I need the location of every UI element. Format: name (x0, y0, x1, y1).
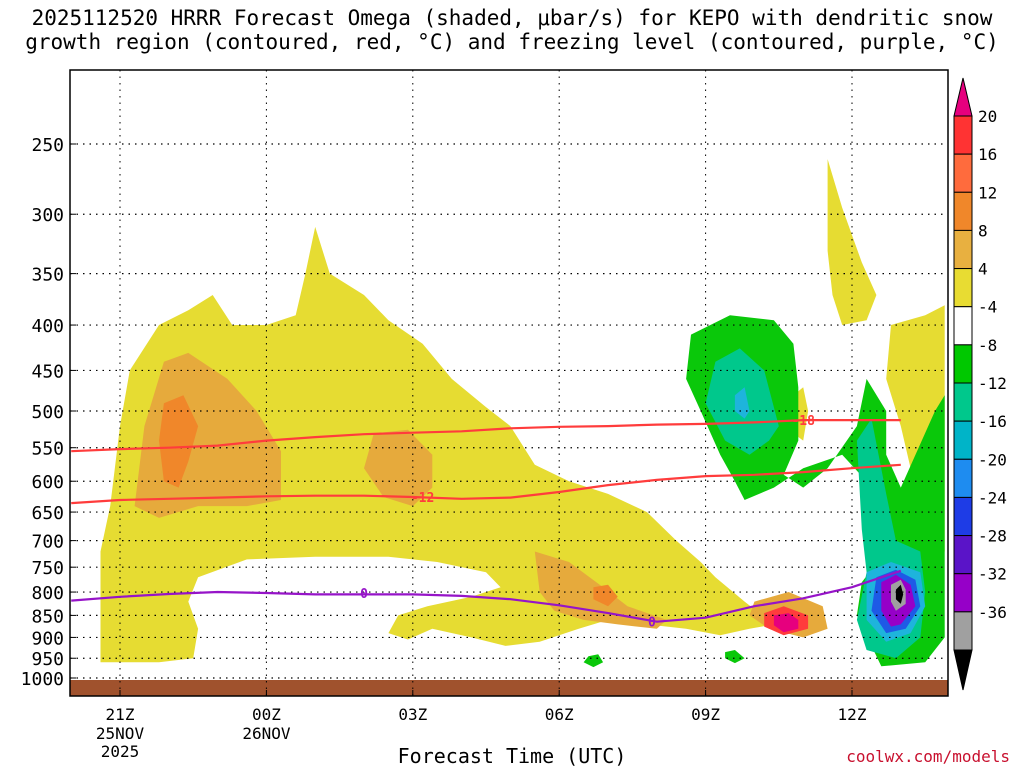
y-tick-label-450: 450 (31, 361, 64, 382)
colorbar-swatch-3 (953, 191, 973, 231)
colorbar-label-6: -8 (978, 336, 997, 355)
y-tick-label-300: 300 (31, 205, 64, 226)
colorbar-swatch-7 (953, 344, 973, 384)
colorbar: 20 16 12 8 4 -4 -8 -12 -16 -20 -24 -28 -32 -36 (953, 77, 1007, 691)
colorbar-swatch-10 (953, 458, 973, 498)
credit-link[interactable]: coolwx.com/models (846, 747, 1010, 766)
omega-region-12-16-left (159, 395, 199, 488)
colorbar-label-2: 12 (978, 183, 997, 202)
y-tick-label-350: 350 (31, 265, 64, 286)
colorbar-swatch-12 (953, 535, 973, 575)
omega-region-neg-dot-1 (583, 654, 604, 668)
colorbar-label-12: -32 (978, 565, 1007, 584)
x-tick-label-00Z: 00Z (252, 705, 281, 724)
y-tick-label-250: 250 (31, 135, 64, 156)
omega-region-upper-right (827, 159, 877, 325)
y-tick-label-800: 800 (31, 583, 64, 604)
chart-title-line2: growth region (contoured, red, °C) and f… (25, 30, 999, 54)
contour-line-0 (71, 419, 901, 453)
y-tick-label-500: 500 (31, 402, 64, 423)
contour-label-2-0: 0 (360, 587, 368, 602)
colorbar-label-5: -4 (978, 298, 997, 317)
colorbar-swatch-1 (953, 115, 973, 155)
y-tick-label-700: 700 (31, 532, 64, 553)
colorbar-swatch-9 (953, 420, 973, 460)
colorbar-swatch-8 (953, 382, 973, 422)
x-tick-year-21Z: 2025 (101, 742, 140, 761)
colorbar-swatch-14 (953, 611, 973, 651)
omega-region-neg-12-16 (734, 387, 750, 419)
contour-label-1-0: -12 (411, 491, 434, 506)
contour-lines: -18 -12 0 0 (71, 414, 902, 631)
colorbar-label-13: -36 (978, 603, 1007, 622)
y-tick-label-900: 900 (31, 628, 64, 649)
colorbar-label-7: -12 (978, 374, 1007, 393)
y-tick-label-650: 650 (31, 503, 64, 524)
omega-region-4-8-main (100, 226, 774, 663)
colorbar-label-8: -16 (978, 412, 1007, 431)
colorbar-label-3: 8 (978, 221, 988, 240)
omega-region-neg-36 (895, 584, 904, 604)
contour-line-2 (71, 569, 902, 623)
colorbar-swatch-2 (953, 153, 973, 193)
x-tick-sublabel-00Z: 26NOV (242, 724, 291, 743)
y-tick-label-750: 750 (31, 558, 64, 579)
y-tick-label-550: 550 (31, 439, 64, 460)
colorbar-label-1: 16 (978, 145, 997, 164)
colorbar-swatch-4 (953, 229, 973, 270)
y-tick-label-1000: 1000 (21, 669, 64, 690)
colorbar-label-9: -20 (978, 450, 1007, 469)
colorbar-label-10: -24 (978, 488, 1007, 507)
x-axis-title: Forecast Time (UTC) (397, 744, 627, 768)
x-tick-label-09Z: 09Z (691, 705, 720, 724)
y-tick-label-600: 600 (31, 472, 64, 493)
x-tick-label-03Z: 03Z (398, 705, 427, 724)
x-tick-label-06Z: 06Z (545, 705, 574, 724)
grid-lines (70, 70, 948, 696)
x-tick-label-21Z: 21Z (106, 705, 135, 724)
omega-region-12-16-mid (593, 584, 618, 607)
y-tick-label-950: 950 (31, 649, 64, 670)
x-tick-label-12Z: 12Z (838, 705, 867, 724)
y-tick-label-400: 400 (31, 316, 64, 337)
plot-frame (69, 69, 949, 697)
contour-label-0-0: -18 (791, 414, 815, 429)
omega-region-8-12-mid (364, 429, 433, 507)
contour-line-1 (71, 463, 901, 505)
colorbar-swatch-11 (953, 496, 973, 537)
colorbar-swatch-6 (953, 306, 973, 346)
colorbar-label-4: 4 (978, 260, 988, 279)
omega-region-neg-dot-2 (725, 650, 745, 664)
contour-label-2-1: 0 (648, 616, 656, 631)
colorbar-top-arrow (953, 77, 973, 117)
chart-title: 2025112520 HRRR Forecast Omega (shaded, … (0, 6, 1024, 54)
chart-title-line1: 2025112520 HRRR Forecast Omega (shaded, … (31, 6, 993, 30)
colorbar-swatch-5 (953, 268, 973, 308)
y-tick-label-850: 850 (31, 606, 64, 627)
colorbar-swatch-13 (953, 573, 973, 613)
ground-strip (70, 680, 948, 696)
colorbar-bottom-arrow (953, 649, 973, 691)
colorbar-label-0: 20 (978, 107, 997, 126)
omega-region-20-plus (773, 613, 799, 633)
x-tick-sublabel-21Z: 25NOV (96, 724, 145, 743)
colorbar-label-11: -28 (978, 527, 1007, 546)
